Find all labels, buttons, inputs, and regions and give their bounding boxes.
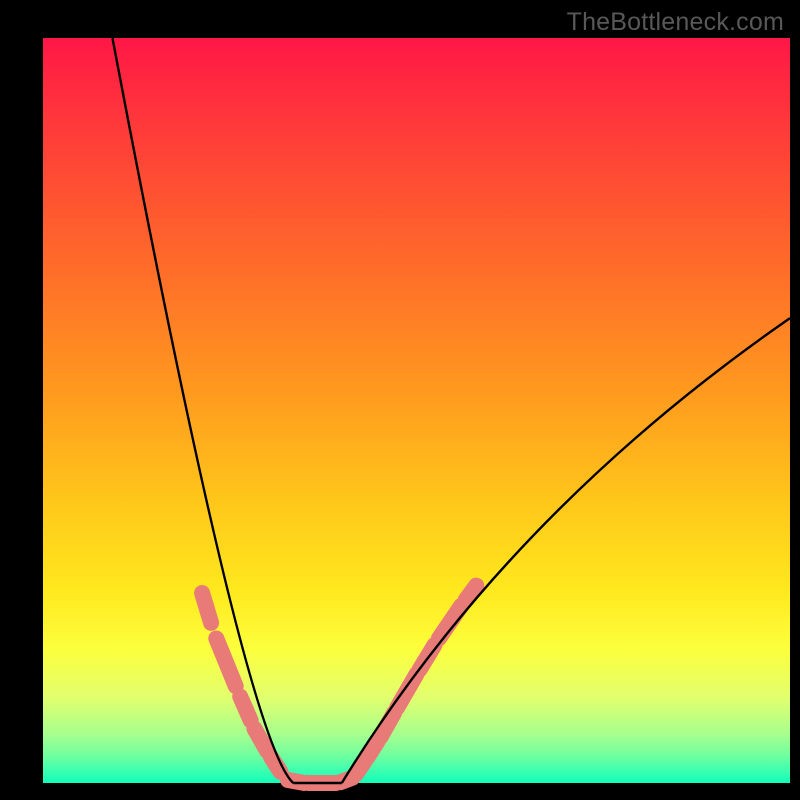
plot-background — [43, 38, 790, 783]
watermark-text: TheBottleneck.com — [567, 8, 784, 37]
chart-stage: TheBottleneck.com — [0, 0, 800, 800]
